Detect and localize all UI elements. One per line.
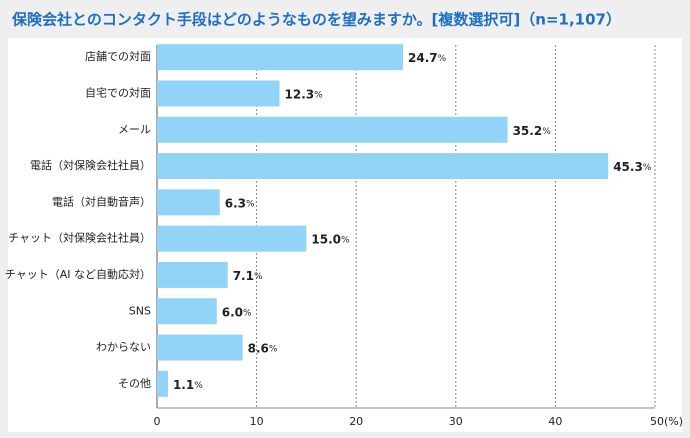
y-tick-label: 店舗での対面 [85,49,151,63]
y-tick-label: チャット（対保険会社社員） [8,231,151,245]
bar [157,225,307,252]
bar [157,116,508,143]
bar [157,189,220,216]
y-tick-label: わからない [96,341,151,354]
bar [157,261,228,288]
value-label: 45.3% [613,160,652,174]
x-tick-label: 10 [250,415,264,428]
x-tick-label: 40 [548,415,562,428]
value-label: 24.7% [408,51,447,65]
y-tick-label: その他 [118,377,151,390]
plot-background [8,38,682,432]
y-tick-label: 電話（対保険会社社員） [30,158,151,172]
value-label: 35.2% [513,123,552,137]
bar [157,334,243,361]
bar [157,370,168,397]
y-tick-label: 電話（対自動音声） [52,194,151,208]
value-label: 6.0% [222,305,252,319]
x-tick-label: 0 [154,415,161,428]
bar [157,153,609,180]
y-tick-label: メール [118,123,151,136]
value-label: 12.3% [285,87,324,101]
bar [157,298,217,325]
y-tick-label: SNS [129,304,151,317]
x-tick-label: 50(%) [650,415,683,428]
y-tick-label: 自宅での対面 [85,85,151,99]
bar [157,80,280,107]
chart-title: 保険会社とのコンタクト手段はどのようなものを望みますか。[複数選択可]（n=1,… [11,11,621,29]
bar [157,44,404,71]
value-label: 6.3% [225,196,255,210]
value-label: 1.1% [173,377,203,391]
y-tick-label: チャット（AI など自動応対） [5,267,151,281]
value-label: 15.0% [311,232,350,246]
x-tick-label: 20 [349,415,363,428]
x-tick-label: 30 [449,415,463,428]
value-label: 7.1% [233,268,263,282]
value-label: 8.6% [248,341,278,355]
